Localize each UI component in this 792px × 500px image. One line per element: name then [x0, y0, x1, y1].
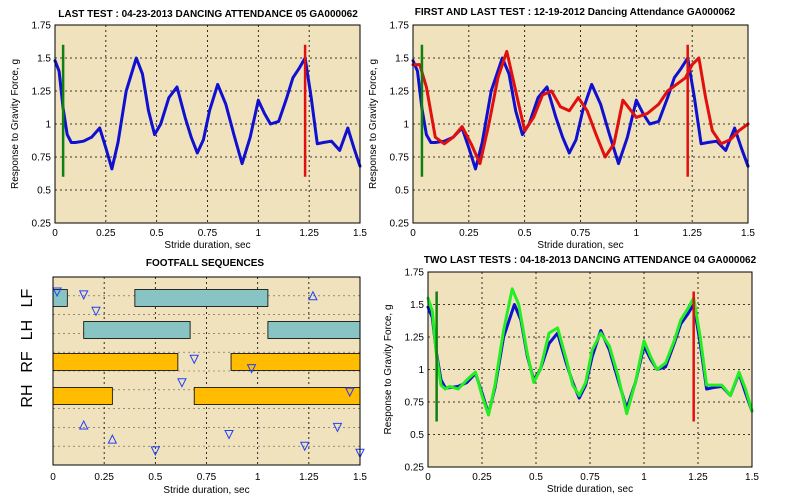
x-tick-label: 0	[425, 472, 431, 483]
y-axis-label: Response to Gravity Force, g	[368, 59, 379, 189]
plot-border	[427, 271, 753, 468]
x-tick-label: 0.25	[96, 228, 116, 239]
footfall-bar-lh	[267, 321, 361, 339]
triangle-marker	[189, 354, 200, 365]
y-tick-label: 0.5	[37, 186, 51, 197]
y-tick-label: 1	[45, 120, 51, 131]
y-tick-label: 0.25	[390, 219, 410, 230]
row-label-rf: RF	[19, 351, 36, 373]
x-axis-label: Stride duration, sec	[547, 484, 633, 495]
y-tick-label: 0.5	[410, 430, 424, 441]
plot-border	[412, 24, 749, 224]
triangle-marker	[299, 441, 310, 452]
x-tick-label: 0.75	[197, 472, 217, 483]
y-tick-label: 1.75	[32, 21, 52, 32]
triangle-marker	[246, 364, 257, 374]
footfall-bar-rh	[193, 387, 361, 405]
y-tick-label: 0.75	[390, 153, 410, 164]
x-tick-label: 1.25	[682, 228, 702, 239]
series-line-bright_green	[426, 287, 754, 417]
row-label-lh: LH	[19, 320, 36, 340]
triangle-marker	[308, 290, 318, 301]
triangle-marker	[107, 434, 118, 444]
chart-footfall: 0 0.25 0.5 0.75 1 1.25 1.5 LF LH RF RH FOOTFALL SEQ…	[19, 258, 367, 496]
chart-two_last: 0 0.25 0.5 0.75 1 1.25 1.50.250.50.7511.251.51…	[383, 255, 759, 495]
x-tick-label: 0.75	[571, 228, 591, 239]
chart-last_test: 0 0.25 0.5 0.75 1 1.25 1.50.250.50.7511.251.51…	[10, 9, 367, 251]
y-tick-label: 1	[403, 120, 409, 131]
x-tick-label: 0.5	[529, 472, 543, 483]
y-tick-label: 1.25	[390, 87, 410, 98]
series-line-blue	[53, 56, 362, 171]
triangle-marker	[332, 422, 343, 433]
x-tick-label: 1.25	[299, 472, 319, 483]
row-label-lf: LF	[19, 288, 36, 307]
x-tick-label: 0	[50, 472, 56, 483]
y-tick-label: 1.25	[405, 333, 425, 344]
x-axis-label: Stride duration, sec	[163, 485, 249, 496]
x-tick-label: 1.5	[741, 228, 755, 239]
plot-border	[52, 276, 361, 466]
y-tick-label: 1.25	[32, 87, 52, 98]
x-tick-label: 0.5	[148, 472, 162, 483]
y-tick-label: 1	[418, 365, 424, 376]
plot-border	[54, 24, 361, 224]
x-tick-label: 0.75	[580, 472, 600, 483]
y-tick-label: 1.75	[390, 21, 410, 32]
y-tick-label: 1.5	[395, 54, 409, 65]
x-tick-label: 0.5	[518, 228, 532, 239]
x-tick-label: 1	[256, 228, 262, 239]
chart-title: TWO LAST TESTS : 04-18-2013 DANCING ATTE…	[424, 255, 757, 266]
footfall-bar-rf	[230, 353, 361, 371]
x-tick-label: 0.75	[198, 228, 218, 239]
y-tick-label: 1.5	[410, 300, 424, 311]
triangle-marker	[224, 429, 234, 440]
chart-title: FOOTFALL SEQUENCES	[146, 258, 264, 269]
y-tick-label: 0.75	[32, 153, 52, 164]
triangle-marker	[91, 306, 101, 317]
y-axis-label: Response to Gravity Force, g	[10, 59, 21, 189]
x-tick-label: 1.25	[299, 228, 319, 239]
x-tick-label: 0	[52, 228, 58, 239]
x-tick-label: 0.5	[150, 228, 164, 239]
x-tick-label: 0.25	[459, 228, 479, 239]
footfall-bar-lf	[134, 289, 269, 307]
x-tick-label: 1.5	[745, 472, 759, 483]
triangle-marker	[344, 387, 355, 398]
x-axis-label: Stride duration, sec	[164, 240, 250, 251]
x-tick-label: 1	[641, 472, 647, 483]
chart-first_last: 0 0.25 0.5 0.75 1 1.25 1.50.250.50.7511.251.51…	[368, 7, 755, 251]
footfall-bar-lh	[83, 321, 191, 339]
footfall-bar-rh	[52, 387, 113, 405]
y-axis-label: Response to Gravity Force, g	[383, 304, 394, 434]
triangle-marker	[150, 446, 161, 457]
x-axis-label: Stride duration, sec	[537, 240, 623, 251]
x-tick-label: 1.5	[353, 472, 367, 483]
x-tick-label: 1.25	[688, 472, 708, 483]
y-tick-label: 1.75	[405, 268, 425, 279]
chart-title: FIRST AND LAST TEST : 12-19-2012 Dancing…	[415, 7, 736, 18]
triangle-marker	[78, 290, 89, 300]
x-tick-label: 0	[410, 228, 416, 239]
y-tick-label: 0.25	[405, 463, 425, 474]
x-tick-label: 0.25	[94, 472, 114, 483]
x-tick-label: 0.25	[472, 472, 492, 483]
row-label-rh: RH	[19, 384, 36, 407]
y-tick-label: 1.5	[37, 54, 51, 65]
x-tick-label: 1.5	[353, 228, 367, 239]
triangle-marker	[78, 419, 89, 430]
triangle-marker	[52, 287, 62, 298]
y-tick-label: 0.25	[32, 219, 52, 230]
triangle-marker	[177, 378, 187, 388]
x-tick-label: 1	[255, 472, 261, 483]
series-line-red	[411, 49, 750, 166]
y-tick-label: 0.75	[405, 398, 425, 409]
footfall-bar-rf	[52, 353, 179, 371]
chart-title: LAST TEST : 04-23-2013 DANCING ATTENDANC…	[58, 9, 358, 20]
x-tick-label: 1	[634, 228, 640, 239]
y-tick-label: 0.5	[395, 186, 409, 197]
